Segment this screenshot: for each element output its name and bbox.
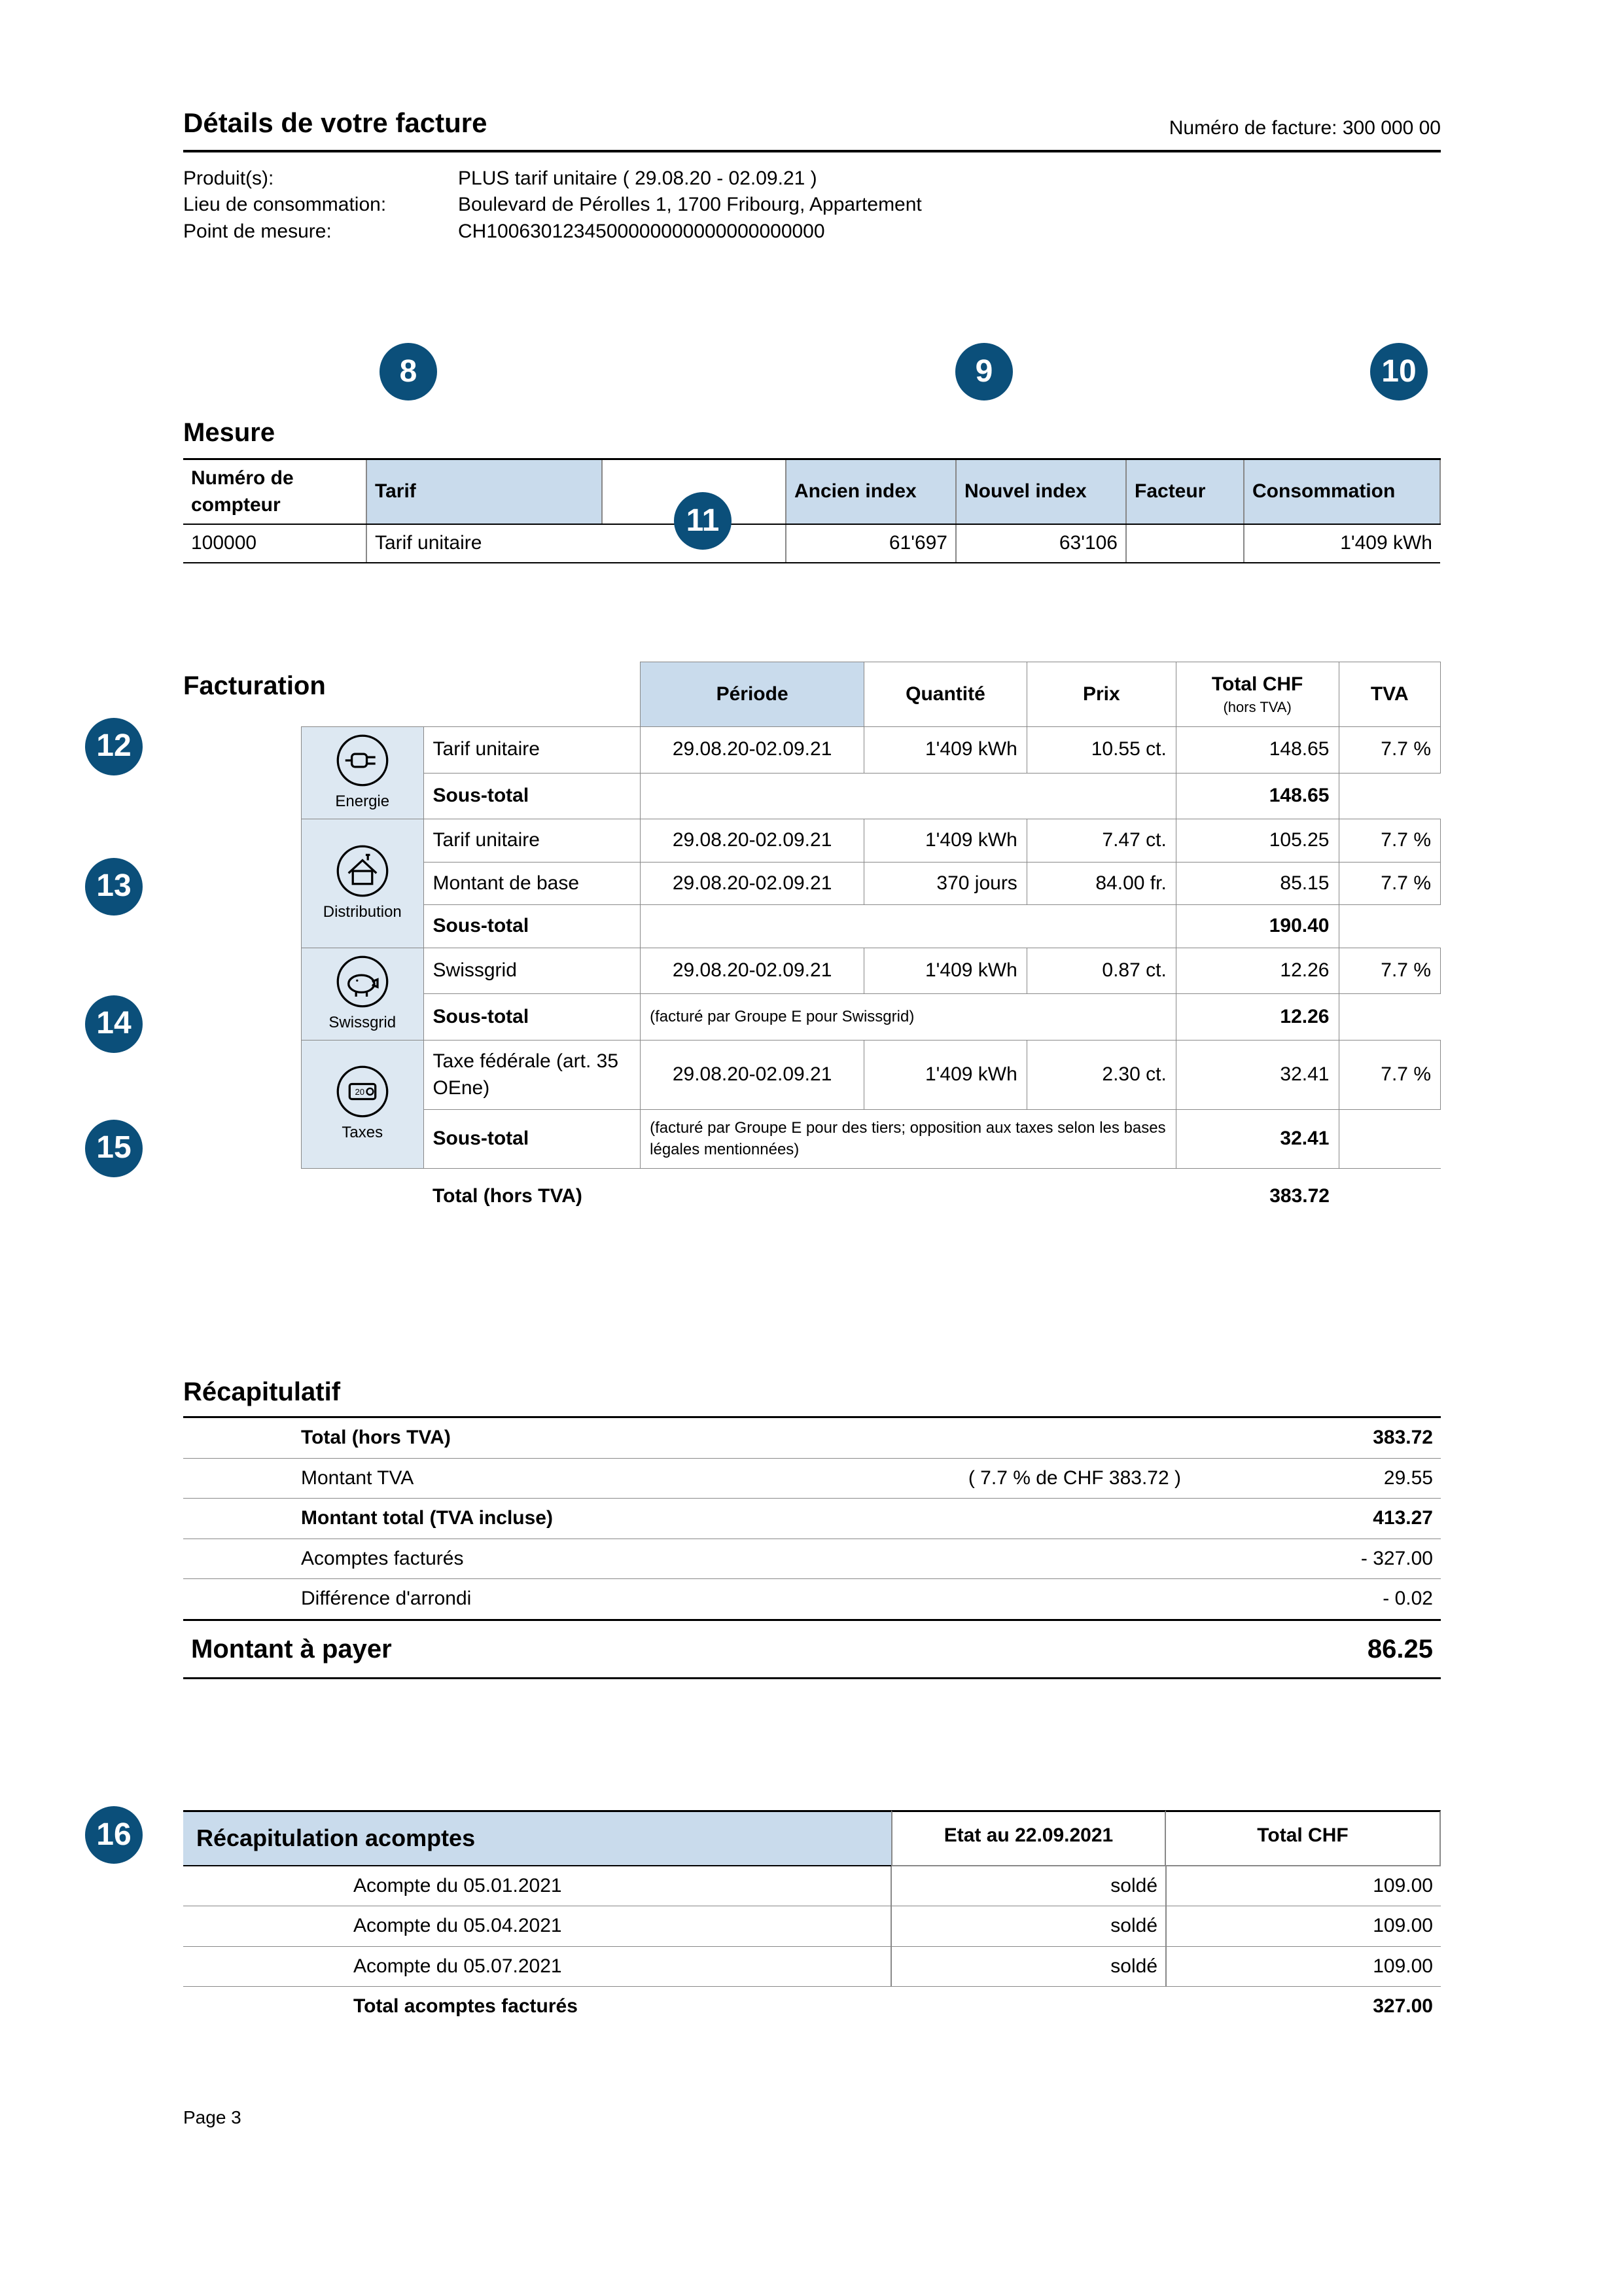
icon-swissgrid: Swissgrid — [302, 948, 424, 1040]
cell-cons: 1'409 kWh — [1244, 524, 1440, 563]
col-total: Total CHF(hors TVA) — [1176, 662, 1339, 726]
cell-new: 63'106 — [956, 524, 1126, 563]
acomptes-table: Acompte du 05.01.2021soldé109.00 Acompte… — [183, 1866, 1441, 2027]
col-periode: Période — [641, 662, 864, 726]
col-old: Ancien index — [786, 459, 956, 525]
col-tarif: Tarif — [366, 459, 602, 525]
badge-15: 15 — [85, 1120, 143, 1177]
svg-text:20: 20 — [355, 1087, 364, 1097]
facturation-title: Facturation — [183, 668, 326, 703]
icon-distribution: Distribution — [302, 819, 424, 948]
cell-tarif: Tarif unitaire — [366, 524, 602, 563]
meta-place-value: Boulevard de Pérolles 1, 1700 Fribourg, … — [458, 192, 922, 219]
mesure-title: Mesure — [183, 415, 1441, 450]
meta-product-label: Produit(s): — [183, 166, 458, 192]
invoice-number: Numéro de facture: 300 000 00 — [1169, 115, 1441, 142]
recap-title: Récapitulatif — [183, 1374, 1441, 1410]
col-prix: Prix — [1027, 662, 1176, 726]
badge-9: 9 — [955, 343, 1013, 400]
badge-8: 8 — [380, 343, 437, 400]
col-factor: Facteur — [1126, 459, 1244, 525]
page-number: Page 3 — [183, 2105, 1441, 2130]
facturation-table: Période Quantité Prix Total CHF(hors TVA… — [301, 662, 1441, 1218]
cell-meter: 100000 — [183, 524, 366, 563]
row-taxes: 20 Taxes Taxe fédérale (art. 35 OEne) 29… — [302, 1041, 1441, 1110]
mesure-row: 100000 Tarif unitaire 61'697 63'106 1'40… — [183, 524, 1440, 563]
subtotal-energie: Sous-total 148.65 — [302, 773, 1441, 819]
row-energie: Energie Tarif unitaire 29.08.20-02.09.21… — [302, 726, 1441, 773]
acomptes-state-col: Etat au 22.09.2021 — [891, 1810, 1166, 1866]
piggy-icon — [336, 955, 389, 1008]
subtotal-taxes: Sous-total (facturé par Groupe E pour de… — [302, 1110, 1441, 1169]
meta-pom-label: Point de mesure: — [183, 219, 458, 245]
house-icon — [336, 844, 389, 898]
cell-factor — [1126, 524, 1244, 563]
col-cons: Consommation — [1244, 459, 1440, 525]
row-distribution-1: Distribution Tarif unitaire 29.08.20-02.… — [302, 819, 1441, 863]
col-new: Nouvel index — [956, 459, 1126, 525]
badge-14: 14 — [85, 995, 143, 1053]
cell-old: 61'697 — [786, 524, 956, 563]
col-tva: TVA — [1339, 662, 1441, 726]
acomptes-title: Récapitulation acomptes — [183, 1810, 891, 1866]
facturation-section: 12 13 14 15 Facturation Période Quantité… — [183, 662, 1441, 1218]
amount-to-pay: Montant à payer 86.25 — [183, 1619, 1441, 1679]
meta-product-value: PLUS tarif unitaire ( 29.08.20 - 02.09.2… — [458, 166, 817, 192]
meta-block: Produit(s):PLUS tarif unitaire ( 29.08.2… — [183, 166, 1441, 245]
badge-16: 16 — [85, 1806, 143, 1864]
acomptes-total-col: Total CHF — [1166, 1810, 1441, 1866]
header: Détails de votre facture Numéro de factu… — [183, 105, 1441, 152]
row-total: Total (hors TVA) 383.72 — [302, 1168, 1441, 1217]
badge-12: 12 — [85, 718, 143, 775]
icon-energie: Energie — [302, 726, 424, 819]
badge-10: 10 — [1370, 343, 1428, 400]
recap-table: Total (hors TVA)383.72 Montant TVA( 7.7 … — [183, 1416, 1441, 1620]
plug-icon — [336, 734, 389, 787]
col-quantite: Quantité — [864, 662, 1027, 726]
acomptes-header: Récapitulation acomptes Etat au 22.09.20… — [183, 1810, 1441, 1866]
mesure-table: Numéro de compteur Tarif Ancien index No… — [183, 458, 1441, 563]
recap-section: Récapitulatif Total (hors TVA)383.72 Mon… — [183, 1374, 1441, 1679]
meta-pom-value: CH1006301234500000000000000000000 — [458, 219, 825, 245]
meta-place-label: Lieu de consommation: — [183, 192, 458, 219]
row-distribution-2: Montant de base 29.08.20-02.09.21 370 jo… — [302, 862, 1441, 905]
page-title: Détails de votre facture — [183, 105, 487, 142]
row-swissgrid: Swissgrid Swissgrid 29.08.20-02.09.21 1'… — [302, 948, 1441, 994]
subtotal-distribution: Sous-total 190.40 — [302, 905, 1441, 948]
badge-11: 11 — [674, 492, 732, 550]
acomptes-section: 16 Récapitulation acomptes Etat au 22.09… — [183, 1810, 1441, 2027]
subtotal-swissgrid: Sous-total (facturé par Groupe E pour Sw… — [302, 994, 1441, 1041]
bill-icon: 20 — [336, 1065, 389, 1118]
mesure-section: 8 9 10 Mesure Numéro de compteur Tarif A… — [183, 415, 1441, 563]
icon-taxes: 20 Taxes — [302, 1041, 424, 1169]
badge-13: 13 — [85, 858, 143, 916]
col-meter: Numéro de compteur — [183, 459, 366, 525]
